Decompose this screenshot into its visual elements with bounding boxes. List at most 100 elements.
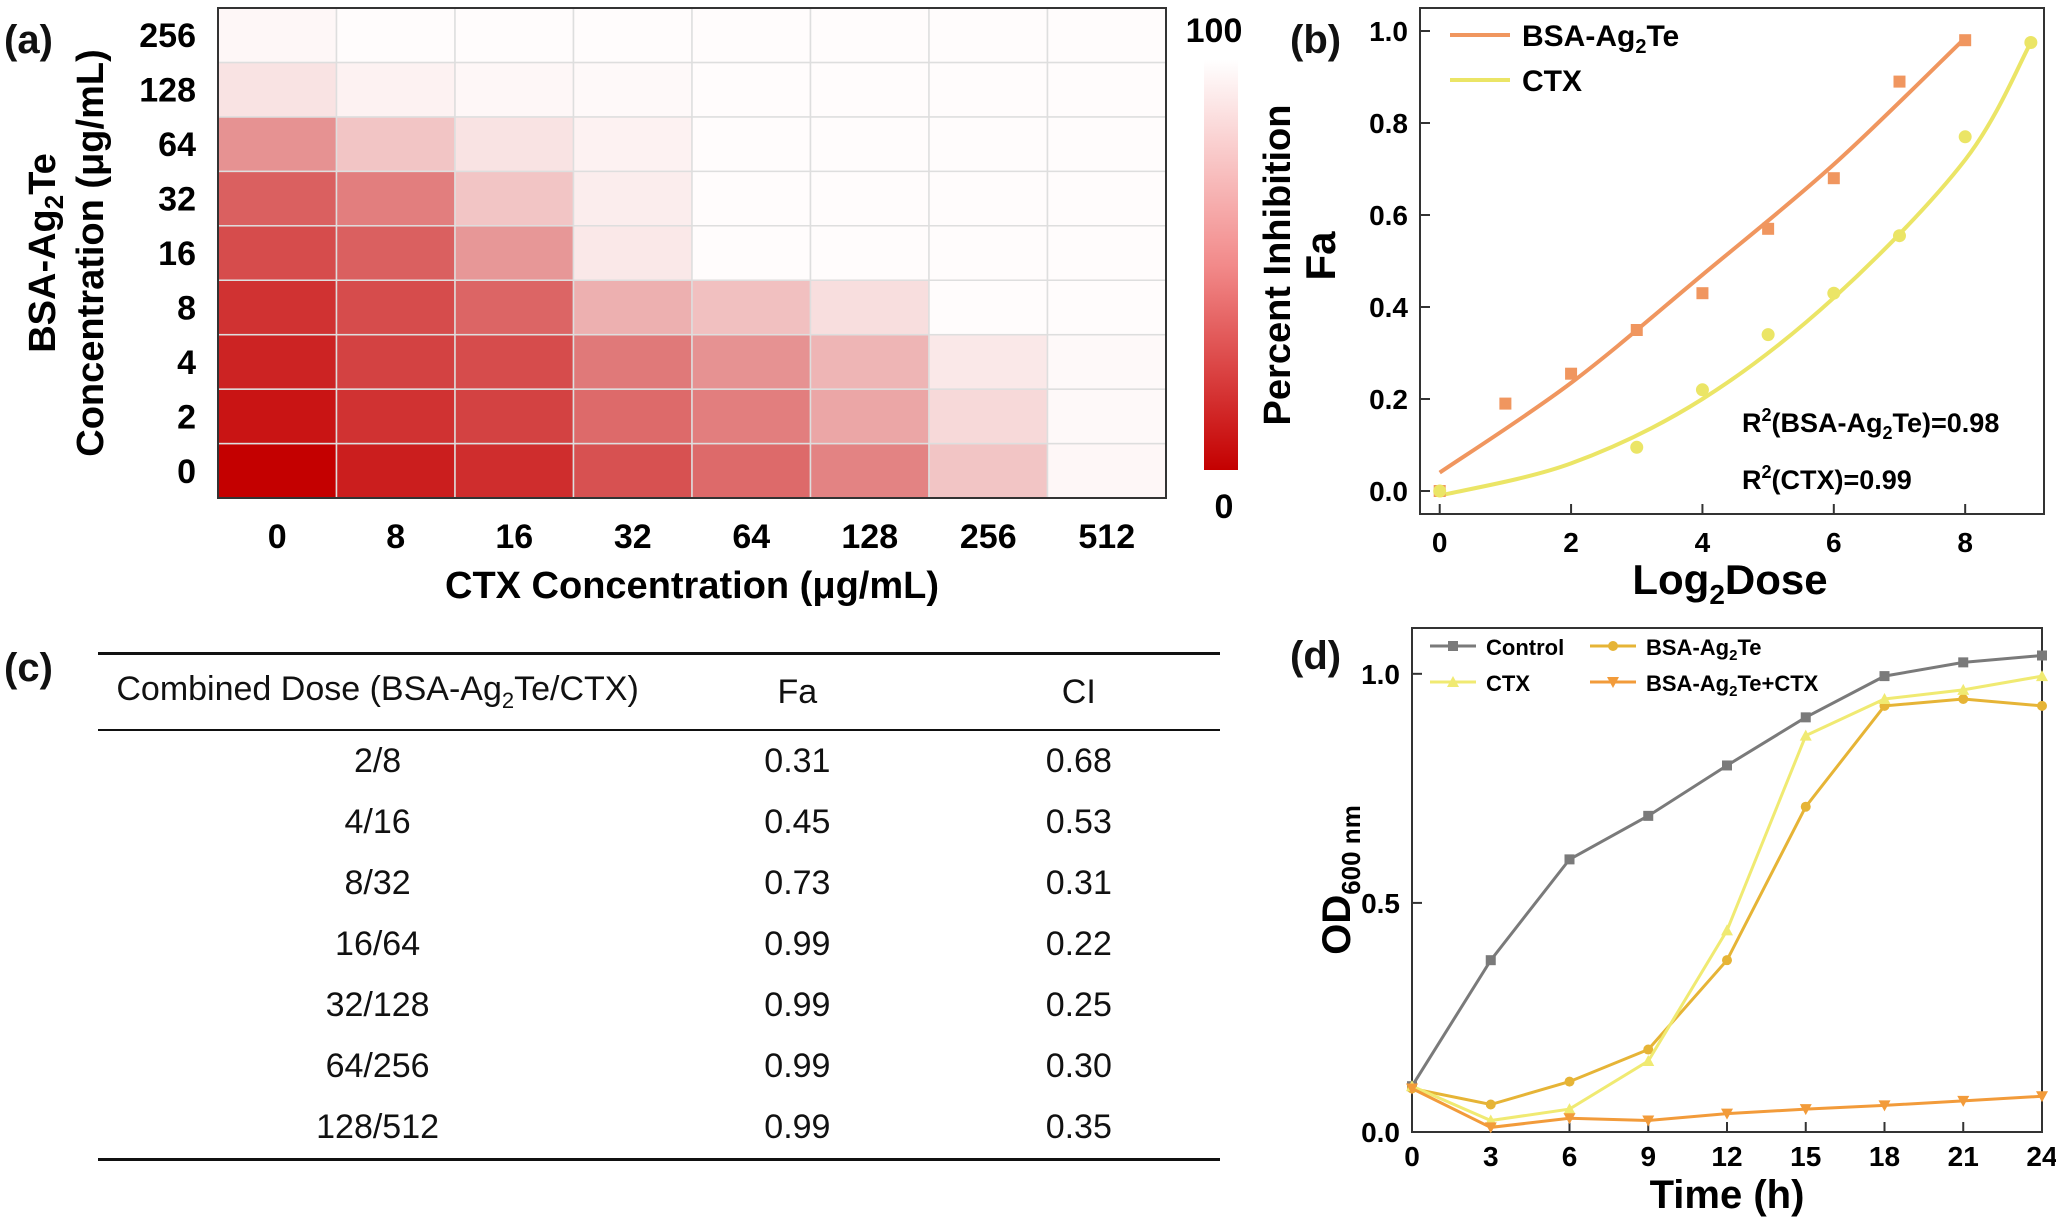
x-tick-label: 0 xyxy=(1432,527,1448,558)
data-point xyxy=(1721,1108,1733,1120)
heatmap-cell xyxy=(572,442,693,499)
heatmap-y-tick-label: 256 xyxy=(139,17,196,55)
panel-label-b: (b) xyxy=(1290,18,1342,62)
data-point xyxy=(1799,729,1812,741)
heatmap-cell xyxy=(335,225,456,281)
table-row: 2/8 0.31 0.68 xyxy=(98,730,1220,792)
legend-d-label-control: Control xyxy=(1486,635,1564,660)
heatmap-y-tick-label: 0 xyxy=(177,453,196,491)
data-point xyxy=(1630,324,1643,336)
heatmap-cell xyxy=(454,116,575,173)
heatmap-x-tick-label: 32 xyxy=(614,518,652,556)
data-point xyxy=(1957,1095,1970,1107)
series-line-0 xyxy=(1410,653,2043,1087)
plot-b-frame xyxy=(1419,7,2045,515)
growth-curve-chart: 0 3 6 9 12 15 18 21 24 0.0 0.5 1.0 Control BSA-Ag2T… xyxy=(1315,627,2056,1217)
data-point xyxy=(1642,1054,1655,1066)
table-cell-fa: 0.73 xyxy=(764,864,831,902)
plot-b-legend: BSA-Ag2Te CTX xyxy=(1450,20,1679,98)
heatmap-y-axis-label-line1: BSA-Ag2Te xyxy=(22,153,69,353)
data-point xyxy=(1799,1104,1812,1116)
data-point xyxy=(1695,383,1709,397)
heatmap-cell xyxy=(335,279,456,336)
heatmap-cell xyxy=(335,116,456,173)
data-point xyxy=(1958,130,1972,144)
y-tick-label: 1.0 xyxy=(1369,16,1408,47)
heatmap-cell xyxy=(928,279,1049,336)
plot-d-legend: Control BSA-Ag2Te CTX BSA-Ag2Te+CTX xyxy=(1430,635,1819,700)
heatmap-cell xyxy=(454,61,575,118)
table-cell-dose: 8/32 xyxy=(344,864,411,902)
data-point xyxy=(1722,955,1732,966)
heatmap-cell xyxy=(572,279,693,336)
panel-label-c: (c) xyxy=(4,646,53,690)
heatmap-cell xyxy=(691,442,812,499)
heatmap-cell xyxy=(1046,7,1167,64)
table-header-dose: Combined Dose (BSA-Ag2Te/CTX) xyxy=(116,670,639,713)
heatmap-y-tick-label: 2 xyxy=(177,398,196,436)
heatmap-cell xyxy=(572,388,693,445)
heatmap-cell xyxy=(1046,279,1167,336)
heatmap-cell xyxy=(217,442,338,499)
panel-label-a: (a) xyxy=(4,18,53,62)
heatmap-cell xyxy=(572,7,693,64)
data-point xyxy=(1958,657,1969,668)
heatmap-cell xyxy=(928,333,1049,390)
data-point xyxy=(2037,700,2047,711)
heatmap-cells xyxy=(217,7,1167,499)
data-point xyxy=(1879,671,1890,682)
legend-d-marker-ctx xyxy=(1447,676,1459,687)
heatmap-cell xyxy=(809,116,930,173)
heatmap-cell xyxy=(572,61,693,118)
table-cell-fa: 0.45 xyxy=(764,803,831,841)
fit-line-0 xyxy=(1438,36,1967,475)
y-tick-label: 0.5 xyxy=(1361,888,1400,919)
x-tick-label: 21 xyxy=(1948,1141,1979,1172)
heatmap-cell xyxy=(454,333,575,390)
table-row: 16/64 0.99 0.22 xyxy=(98,914,1220,975)
plot-b-fit-lines xyxy=(1438,36,2033,498)
heatmap-cell xyxy=(217,61,338,118)
data-point xyxy=(2024,36,2038,49)
data-point xyxy=(1892,229,1906,243)
data-point xyxy=(1827,286,1841,300)
heatmap-cell xyxy=(335,388,456,445)
legend-d-marker-bsa xyxy=(1608,641,1618,651)
data-point xyxy=(1800,801,1811,812)
heatmap-cell xyxy=(691,388,812,445)
heatmap-cell xyxy=(1046,170,1167,227)
data-point xyxy=(1643,1044,1654,1055)
heatmap-cell xyxy=(454,388,575,445)
table-cell-dose: 2/8 xyxy=(353,742,402,780)
r2-annotation-ctx: R2(CTX)=0.99 xyxy=(1742,462,1912,495)
data-point xyxy=(1762,222,1775,235)
heatmap-cell xyxy=(454,279,575,336)
heatmap-y-tick-label: 16 xyxy=(158,235,196,273)
heatmap-y-tick-label: 4 xyxy=(177,344,196,382)
legend-b-label-ctx: CTX xyxy=(1522,65,1582,98)
colorbar-min-label: 0 xyxy=(1215,488,1234,526)
x-tick-label: 24 xyxy=(2026,1141,2056,1172)
heatmap-cell xyxy=(809,388,930,445)
table-cell-dose: 4/16 xyxy=(344,803,411,841)
y-tick-label: 0.0 xyxy=(1361,1117,1400,1148)
x-tick-label: 8 xyxy=(1957,527,1973,558)
heatmap-chart: 0 8 16 32 64 128 256 512 0 2 4 8 16 32 64 128 256 CTX C… xyxy=(22,7,1290,607)
data-point xyxy=(1957,683,1970,695)
data-point xyxy=(1484,1122,1497,1134)
table-row: 32/128 0.99 0.25 xyxy=(98,975,1220,1036)
x-tick-label: 3 xyxy=(1483,1141,1499,1172)
data-point xyxy=(1696,287,1709,300)
table-cell-fa: 0.31 xyxy=(764,742,831,780)
heatmap-x-tick-label: 16 xyxy=(495,518,533,556)
heatmap-x-tick-label: 8 xyxy=(386,518,405,556)
table-cell-fa: 0.99 xyxy=(764,925,831,963)
heatmap-cell xyxy=(217,170,338,227)
heatmap-frame xyxy=(217,7,1167,499)
heatmap-cell xyxy=(1046,388,1167,445)
y-tick-label: 0.8 xyxy=(1369,108,1408,139)
data-point xyxy=(1565,367,1578,380)
table-cell-ci: 0.68 xyxy=(1045,742,1112,780)
heatmap-x-tick-label: 0 xyxy=(268,518,287,556)
heatmap-cell xyxy=(928,170,1049,227)
